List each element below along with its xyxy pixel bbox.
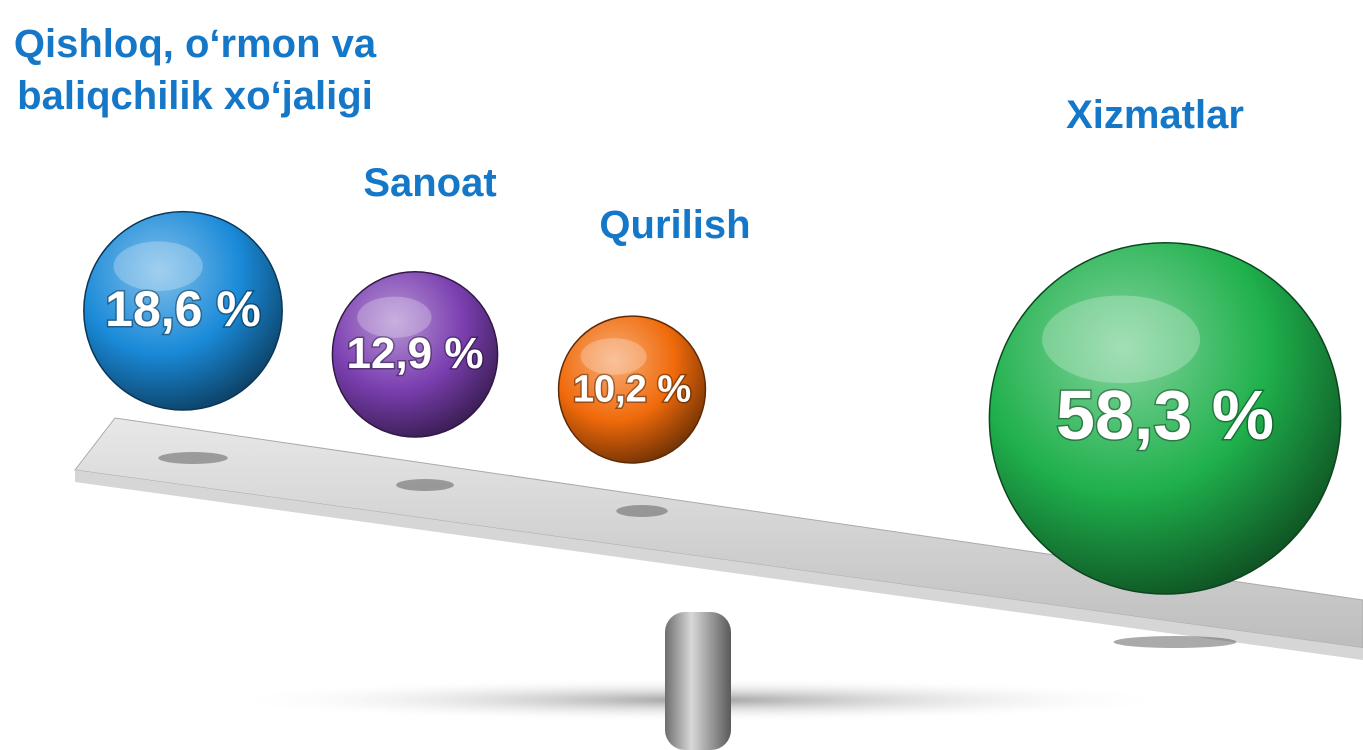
ball — [988, 242, 1342, 595]
pedestal — [665, 612, 731, 750]
value-label: 18,6 % — [105, 281, 261, 337]
ball — [83, 210, 283, 411]
value-label: 10,2 % — [573, 369, 691, 411]
category-label: Qurilish — [599, 203, 751, 247]
value-label: 58,3 % — [1056, 376, 1274, 454]
category-label: Qishloq, o‘rmon va baliqchilik xo‘jaligi — [13, 22, 377, 118]
plank — [74, 417, 1363, 649]
ball — [557, 315, 707, 464]
ball-highlight — [580, 338, 647, 375]
ball-shadow — [158, 452, 228, 464]
ball-highlight — [113, 241, 203, 291]
ball — [331, 271, 499, 438]
value-label: 12,9 % — [347, 329, 484, 378]
ball-shadow — [1113, 636, 1237, 648]
ball-highlight — [357, 296, 432, 338]
ball-shadow — [396, 479, 454, 491]
category-label: Sanoat — [363, 161, 497, 205]
ball-highlight — [1042, 295, 1201, 384]
category-label: Xizmatlar — [1066, 93, 1244, 137]
plank-edge — [75, 470, 1363, 660]
ball-shadow — [616, 505, 668, 517]
balls: 18,6 % 12,9 % 10,2 % 58,3 % — [83, 210, 1342, 648]
